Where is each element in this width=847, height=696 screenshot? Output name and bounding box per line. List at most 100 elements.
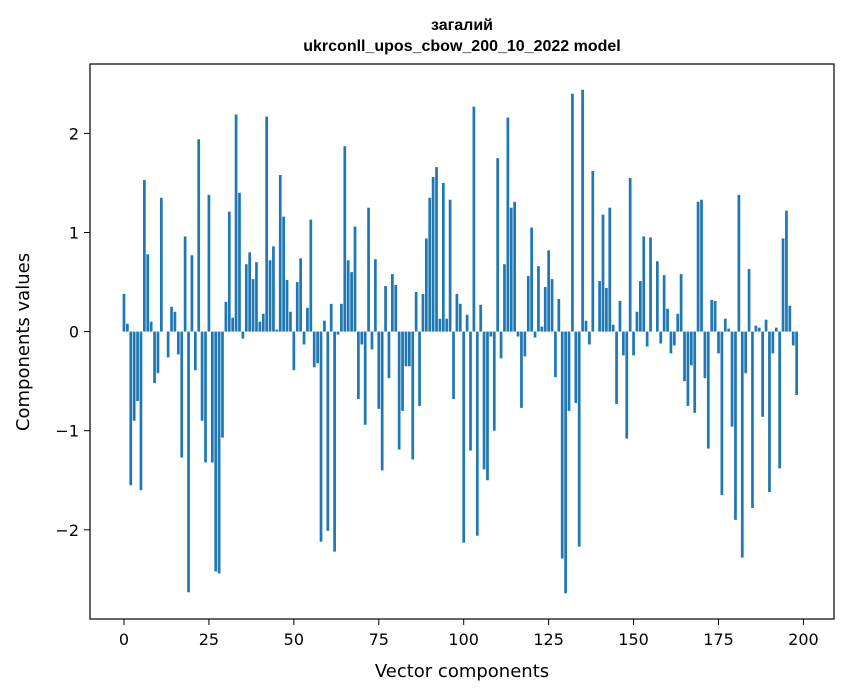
bar (472, 106, 476, 332)
bar (289, 311, 292, 332)
bar (387, 331, 391, 379)
bar (350, 272, 353, 332)
bar (360, 331, 364, 345)
bar (397, 331, 401, 450)
bar (452, 331, 455, 399)
bar (513, 201, 517, 332)
bar (791, 331, 795, 346)
bar (601, 214, 605, 332)
bar (265, 116, 269, 332)
plot-frame (89, 63, 835, 620)
bar (462, 331, 466, 543)
bar (180, 331, 184, 458)
x-tick-label: 200 (788, 630, 819, 649)
bar (618, 300, 622, 332)
bar (540, 326, 544, 332)
bar (693, 331, 697, 413)
bar (526, 276, 530, 332)
y-tick-label: 0 (69, 323, 79, 342)
bar (757, 327, 761, 332)
bar (309, 219, 313, 332)
bar (778, 331, 781, 469)
bar (143, 179, 146, 332)
bar (187, 331, 190, 593)
bar (326, 331, 330, 531)
bar (795, 331, 798, 396)
bar (132, 331, 136, 421)
bar (153, 331, 156, 384)
bar (710, 299, 714, 332)
bar (384, 286, 387, 332)
bar (441, 182, 445, 332)
bar (506, 117, 510, 332)
bar (323, 320, 326, 332)
bar (567, 331, 571, 411)
bar (747, 269, 751, 332)
y-tick-label: 1 (69, 223, 79, 242)
bar (448, 199, 452, 332)
bar (380, 331, 384, 471)
bar (533, 331, 537, 338)
bar (703, 331, 707, 379)
bar (363, 331, 367, 425)
y-tick-label: 2 (69, 124, 79, 143)
bar (316, 331, 319, 364)
bar (268, 260, 272, 332)
bar (367, 207, 370, 332)
x-tick-label: 175 (703, 630, 734, 649)
chart-title: загалий (431, 17, 493, 34)
bar (764, 319, 768, 332)
bar (492, 331, 496, 431)
bar (343, 146, 347, 332)
bar (340, 303, 343, 332)
bar (200, 331, 204, 421)
bar (214, 331, 218, 572)
bar (272, 246, 275, 332)
bar (676, 313, 680, 332)
bar (407, 331, 411, 367)
bar (258, 321, 262, 332)
bar (251, 279, 255, 332)
x-axis-label: Vector components (375, 661, 549, 682)
bar (700, 199, 703, 332)
bar (615, 331, 618, 404)
bar (166, 331, 170, 358)
x-tick-label: 50 (284, 630, 304, 649)
bar (554, 331, 557, 378)
bar (204, 331, 207, 463)
bar (530, 227, 533, 332)
bar (217, 331, 221, 574)
bar (605, 287, 608, 332)
bar (261, 313, 265, 332)
x-tick-label: 100 (448, 630, 479, 649)
bar (149, 321, 153, 332)
bar (564, 331, 567, 594)
bar (221, 331, 224, 438)
bar (183, 236, 187, 332)
bar (346, 260, 350, 332)
bar (744, 331, 748, 374)
bar (193, 331, 197, 371)
bar (431, 176, 435, 332)
bar (404, 331, 408, 367)
bar (635, 311, 639, 332)
bar (173, 311, 177, 332)
bar (574, 331, 578, 403)
bar (520, 331, 523, 408)
y-axis-label: Components values (13, 253, 34, 431)
bar (479, 304, 483, 332)
bar (224, 301, 228, 332)
bar (458, 303, 462, 332)
bar (374, 259, 377, 332)
bar (689, 331, 693, 366)
bar (156, 331, 160, 374)
bar (628, 177, 632, 332)
bar (686, 331, 690, 406)
bar (190, 255, 194, 332)
bar (421, 293, 425, 332)
bar (669, 331, 673, 354)
bar (645, 331, 649, 347)
